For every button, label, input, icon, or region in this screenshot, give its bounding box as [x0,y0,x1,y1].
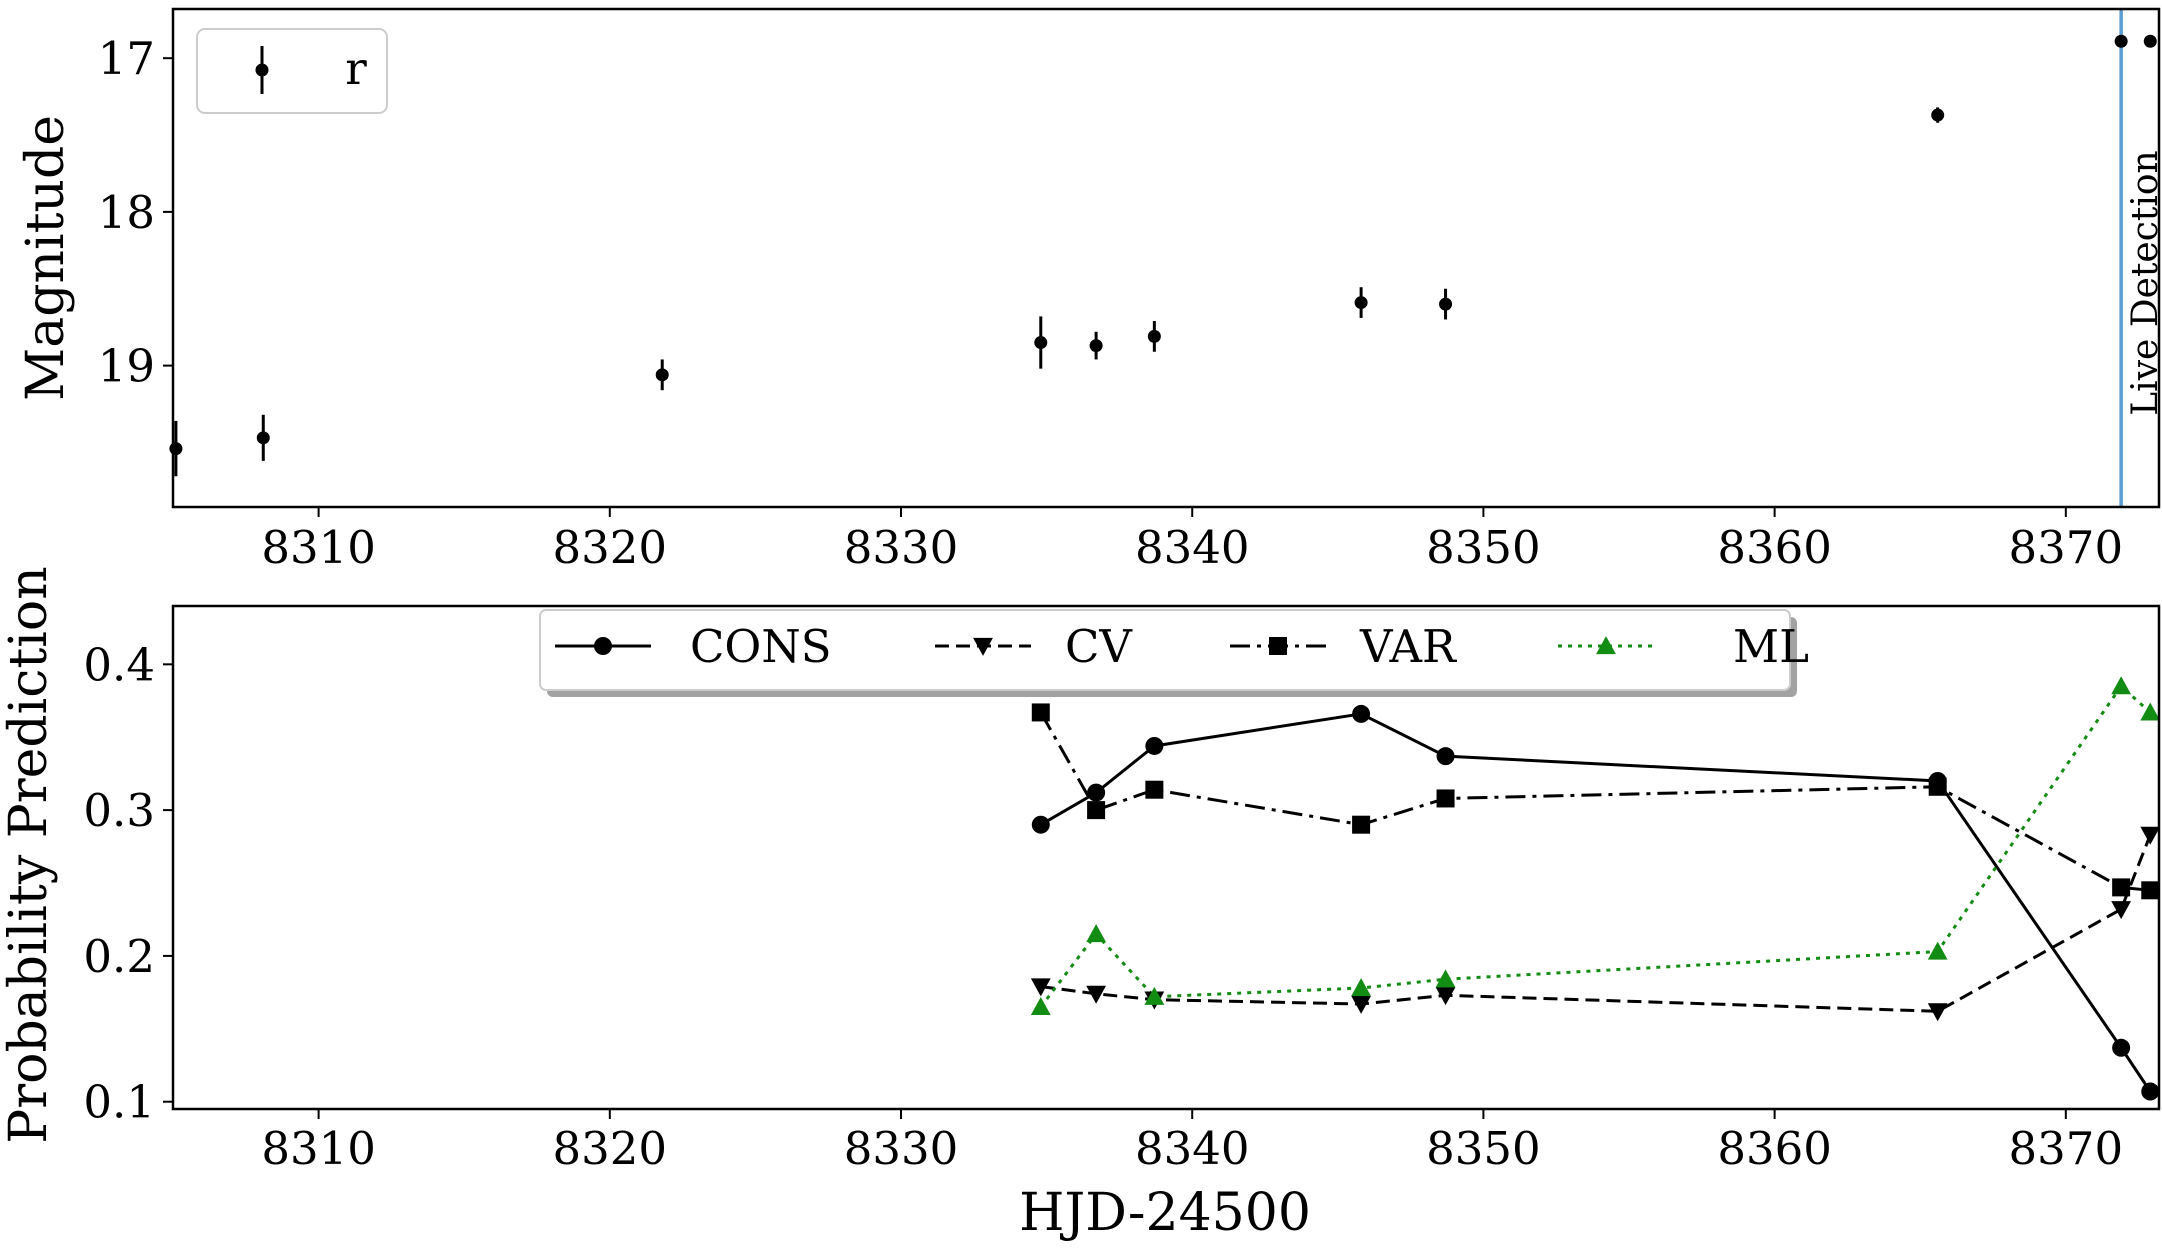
magnitude-axes-frame [171,7,2161,509]
magnitude-y-axis-label: Magnitude [16,115,76,401]
x-tick-label-0: 8310 [261,521,376,574]
data-point-3 [1034,336,1048,350]
point-cv-0 [1030,978,1051,997]
point-ml-5 [1927,941,1948,960]
point-cons-1 [1087,783,1106,802]
magnitude-legend: r [196,28,388,114]
legend-marker-cons [594,637,612,655]
point-ml-1 [1086,924,1107,943]
data-point-1 [256,431,270,445]
data-point-5 [1147,329,1161,343]
probability-x-ticks: 8310 8320 8330 8340 8350 8360 8370 [261,1109,2123,1175]
point-cv-5 [1927,1003,1948,1022]
legend-marker-r [255,46,269,94]
legend-label-var: VAR [1359,620,1457,673]
probability-axes-frame [171,604,2161,1111]
data-point-4 [1089,339,1103,353]
point-var-0 [1031,703,1050,722]
point-cons-3 [1352,704,1371,723]
data-point-8 [1931,108,1945,122]
point-cons-0 [1031,815,1050,834]
legend-marker-cv [973,637,993,656]
x-tick-label-1: 8320 [553,521,668,574]
y-tick-label-1: 18 [98,186,155,239]
probability-legend-entries: CONS CV VAR ML [555,620,1809,673]
x-tick-label-2: 8330 [844,1122,959,1175]
point-cons-7 [2141,1082,2160,1101]
magnitude-y-ticks: 17 18 19 [98,32,173,393]
probability-series-markers [1030,676,2161,1101]
y-tick-label-0: 0.1 [83,1076,155,1129]
point-var-3 [1352,815,1371,834]
x-tick-label-5: 8360 [1717,1122,1832,1175]
x-tick-label-6: 8370 [2009,1122,2124,1175]
legend-dot-r [255,63,269,77]
legend-marker-ml [1596,636,1616,655]
point-cons-4 [1436,747,1455,766]
point-ml-3 [1351,978,1372,997]
point-ml-7 [2140,702,2161,721]
legend-marker-var [1269,637,1287,655]
series-line-cv [1040,834,2152,1013]
point-var-7 [2141,881,2160,900]
point-ml-0 [1030,997,1051,1016]
data-point-9 [2114,34,2128,48]
point-cv-6 [2111,901,2132,920]
x-tick-label-2: 8330 [844,521,959,574]
x-tick-label-4: 8350 [1426,1122,1541,1175]
point-ml-6 [2111,676,2132,695]
x-tick-label-3: 8340 [1135,521,1250,574]
point-ml-4 [1435,969,1456,988]
magnitude-panel: 8310 8320 8330 8340 8350 8360 8370 17 18 19 Magn… [16,7,2162,574]
y-tick-label-3: 0.4 [83,638,155,691]
point-cv-3 [1351,995,1372,1014]
y-tick-label-2: 19 [98,340,155,393]
point-var-5 [1928,777,1947,796]
point-var-2 [1145,780,1164,799]
data-point-7 [1439,297,1453,311]
data-point-0 [169,442,183,456]
probability-legend: CONS CV VAR ML [539,609,1809,697]
series-line-var [1039,711,2151,892]
y-tick-label-2: 0.3 [83,784,155,837]
y-tick-label-1: 0.2 [83,930,155,983]
probability-panel: 8310 8320 8330 8340 8350 8360 8370 0.10.20.30.… [0,566,2161,1243]
series-line-cons [1040,712,2152,1093]
point-cv-4 [1435,987,1456,1006]
magnitude-x-ticks: 8310 8320 8330 8340 8350 8360 8370 [261,507,2123,574]
x-tick-label-0: 8310 [261,1122,376,1175]
x-tick-label-6: 8370 [2009,521,2124,574]
x-tick-label-4: 8350 [1426,521,1541,574]
x-tick-label-1: 8320 [553,1122,668,1175]
point-cv-7 [2140,826,2161,845]
magnitude-points [169,34,2157,456]
probability-y-axis-label: Probability Prediction [0,566,59,1143]
legend-label-cons: CONS [690,620,832,673]
point-var-6 [2112,878,2131,897]
series-line-ml [1039,683,2152,1008]
point-cons-6 [2112,1038,2131,1057]
x-axis-label: HJD-24500 [1019,1183,1311,1243]
probability-y-ticks: 0.1 0.2 0.3 0.4 [83,638,173,1129]
point-ml-2 [1144,986,1165,1005]
legend-label-cv: CV [1065,620,1133,673]
point-var-4 [1436,789,1455,808]
point-var-1 [1087,801,1106,820]
live-detection-label: Live Detection [2125,150,2162,415]
x-tick-label-3: 8340 [1135,1122,1250,1175]
data-point-2 [655,368,669,382]
legend-label-r: r [345,42,367,95]
data-point-10 [2143,34,2157,48]
data-point-6 [1354,296,1368,310]
probability-series-lines [1039,683,2152,1093]
point-cv-1 [1086,985,1107,1004]
point-cons-2 [1145,736,1164,755]
legend-label-ml: ML [1733,620,1809,673]
x-tick-label-5: 8360 [1717,521,1832,574]
y-tick-label-0: 17 [98,32,155,85]
